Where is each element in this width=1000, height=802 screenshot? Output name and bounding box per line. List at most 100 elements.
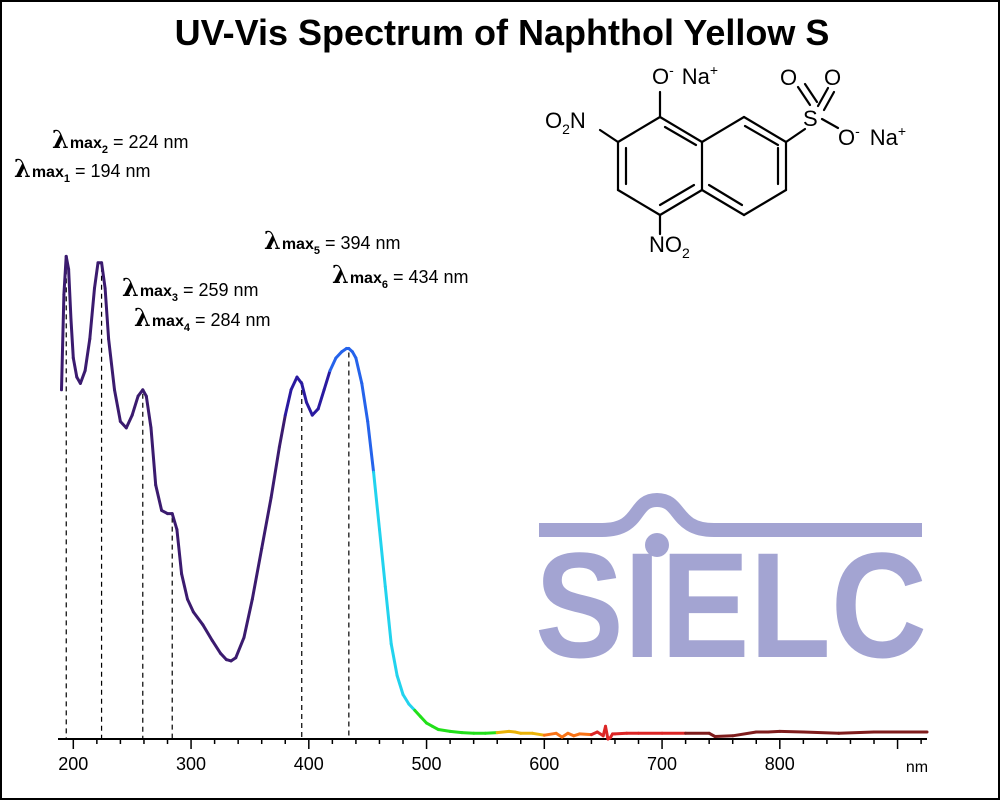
double-bond	[663, 125, 698, 147]
chart-title: UV-Vis Spectrum of Naphthol Yellow S	[175, 12, 830, 53]
spectrum-segment	[604, 724, 610, 741]
struct-o-top2: O	[824, 65, 841, 90]
double-bond	[743, 124, 780, 147]
spectrum-segment	[154, 483, 164, 512]
struct-o-top1: O	[780, 65, 797, 90]
x-axis-unit: nm	[906, 759, 928, 776]
spectrum-segment	[322, 369, 332, 392]
spectrum-segment	[578, 732, 593, 737]
x-axis: 200 300 400 500 600 700 800 nm	[58, 738, 928, 776]
bond-s	[784, 127, 807, 144]
spectrum-segment	[713, 734, 735, 738]
spectrum-segment	[62, 254, 68, 296]
spectrum-segment	[124, 413, 134, 430]
spectrum-segment	[242, 597, 254, 639]
spectrum-segment	[300, 381, 308, 404]
logo-i-dot	[645, 533, 669, 557]
spectrum-segment	[766, 729, 782, 734]
spectrum-segment	[328, 356, 338, 373]
spectrum-segment	[395, 674, 405, 696]
x-tick-label: 200	[58, 754, 88, 774]
spectrum-segment	[731, 730, 758, 738]
spectrum-segment	[64, 254, 71, 271]
spectrum-segment	[801, 730, 841, 735]
spectrum-segment	[100, 261, 107, 290]
spectrum-segment	[210, 639, 222, 655]
spectrum-segment	[113, 388, 122, 423]
x-axis-ticks	[72, 739, 922, 749]
spectrum-segment	[283, 388, 293, 417]
bond	[742, 188, 788, 217]
spectrum-segment	[378, 528, 387, 589]
bond-so	[816, 86, 830, 108]
spectrum-segment	[778, 729, 805, 734]
spectrum-segment	[93, 261, 100, 290]
bond	[616, 115, 662, 144]
spectrum-segment	[389, 642, 399, 677]
spectrum-segment	[144, 394, 153, 430]
spectrum-segment	[234, 635, 246, 660]
double-bond	[707, 183, 744, 207]
x-tick-label: 400	[294, 754, 324, 774]
struct-s: S	[803, 106, 818, 131]
sielc-logo: SIELC	[535, 492, 927, 689]
peak-label: λmax6 = 434 nm	[332, 260, 469, 291]
spectrum-segment	[149, 426, 158, 487]
x-tick-label: 300	[176, 754, 206, 774]
spectrum-segment	[354, 356, 364, 385]
logo-text: SIELC	[535, 521, 927, 689]
spectrum-segment	[69, 318, 75, 360]
spectrum-segment	[316, 388, 326, 411]
struct-o2n: O2N	[545, 108, 586, 137]
x-tick-label: 800	[765, 754, 795, 774]
peak-label: λmax5 = 394 nm	[264, 226, 401, 257]
spectrum-segment	[78, 369, 87, 385]
peak-markers	[65, 260, 350, 739]
spectrum-segment	[305, 400, 314, 417]
bond-so	[822, 90, 836, 112]
spectrum-segment	[180, 572, 189, 601]
spectrum-segment	[483, 731, 499, 735]
spectrum-segment	[613, 731, 629, 736]
x-tick-label: 700	[647, 754, 677, 774]
spectrum-curve	[60, 254, 929, 741]
bond	[658, 115, 704, 144]
spectrum-segment	[366, 420, 376, 474]
double-bond	[658, 183, 696, 207]
spectrum-segment	[289, 375, 299, 392]
logo-wave	[539, 492, 922, 537]
bond-so-minus	[820, 117, 840, 130]
x-axis-tick-labels: 200 300 400 500 600 700 800	[58, 754, 795, 774]
spectrum-segment	[71, 356, 79, 379]
spectrum-segment	[401, 693, 411, 706]
spectrum-segment	[201, 623, 214, 643]
peak-label: λmax2 = 224 nm	[52, 125, 189, 156]
spectrum-segment	[250, 547, 264, 601]
spectrum-segment	[186, 597, 195, 614]
spectrum-segment	[531, 731, 546, 737]
spectrum-segment	[837, 730, 876, 735]
peak-label: λmax4 = 284 nm	[134, 303, 271, 334]
spectrum-segment	[83, 337, 92, 373]
x-tick-label: 600	[529, 754, 559, 774]
bond-so	[796, 85, 812, 107]
chemical-structure: O- Na+ O2N S O O O- Na+ NO2	[545, 62, 906, 261]
spectrum-segment	[175, 528, 184, 576]
spectrum-segment	[383, 585, 393, 646]
spectrum-segment	[495, 729, 511, 735]
spectrum-segment	[67, 267, 73, 322]
bond	[616, 188, 662, 217]
peak-label: λmax1 = 194 nm	[14, 154, 151, 185]
spectrum-segment	[542, 731, 558, 737]
struct-no2-bottom: NO2	[649, 232, 690, 261]
bond	[742, 115, 788, 144]
spectrum-segment	[130, 394, 140, 417]
spectrum-segment	[372, 470, 381, 531]
spectrum-segment	[436, 728, 452, 733]
bond	[700, 188, 746, 217]
spectrum-segment	[269, 445, 281, 500]
spectrum-segment	[191, 610, 205, 627]
